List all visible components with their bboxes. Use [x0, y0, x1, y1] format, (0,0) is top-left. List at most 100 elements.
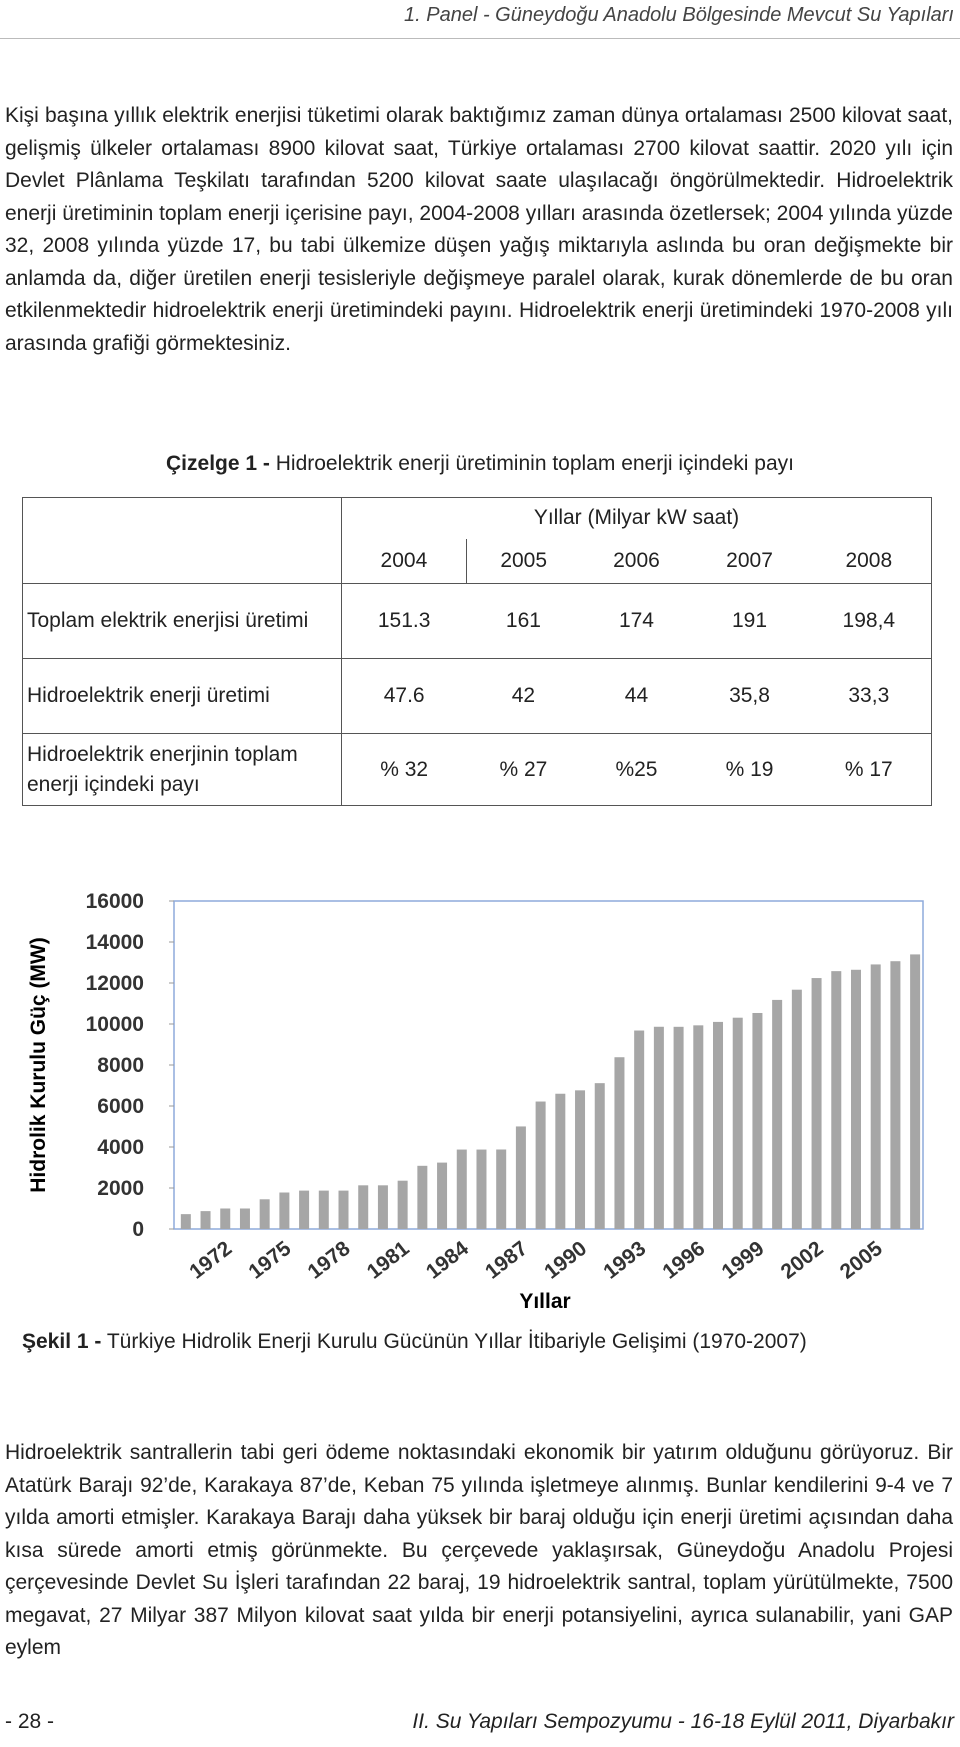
column-header: 2004	[341, 538, 467, 584]
bar	[870, 964, 881, 1229]
y-tick-label: 4000	[97, 1136, 144, 1159]
bar	[377, 1185, 388, 1229]
column-header: 2008	[806, 538, 932, 584]
caption-text: Hidroelektrik enerji üretiminin toplam e…	[275, 452, 794, 475]
table-cell: 151.3	[341, 583, 467, 659]
table-cell: %25	[580, 733, 693, 806]
x-tick-label: 2002	[777, 1237, 828, 1284]
table-cell: 42	[466, 658, 581, 734]
table-cell: % 19	[692, 733, 807, 806]
table-cell: 33,3	[806, 658, 932, 734]
bar	[437, 1162, 448, 1229]
bar	[752, 1012, 763, 1229]
x-tick-label: 1984	[422, 1237, 473, 1284]
table-caption: Çizelge 1 - Hidroelektrik enerji üretimi…	[0, 452, 960, 476]
bar	[338, 1190, 349, 1229]
x-tick-label: 1987	[481, 1237, 532, 1284]
bar	[910, 954, 921, 1229]
bar	[614, 1057, 625, 1229]
data-table: Yıllar (Milyar kW saat) 2004 2005 2006 2…	[22, 497, 932, 806]
bar	[456, 1149, 467, 1229]
bar	[417, 1165, 428, 1229]
bar	[259, 1199, 270, 1229]
table-cell: % 17	[806, 733, 932, 806]
bar	[220, 1208, 231, 1229]
table-cell: 35,8	[692, 658, 807, 734]
chart: Hidrolik Kurulu Güç (MW) Yıllar 0 2000 400…	[27, 890, 924, 1313]
bar	[180, 1214, 191, 1229]
plot-frame	[173, 900, 924, 1230]
bar	[634, 1030, 645, 1229]
bar	[515, 1126, 526, 1229]
bar	[594, 1083, 605, 1229]
row-label: Hidroelektrik enerjinin toplam enerji iç…	[22, 733, 342, 806]
x-axis-title: Yıllar	[519, 1290, 570, 1313]
x-tick-label: 1981	[363, 1237, 414, 1284]
bar	[496, 1149, 507, 1229]
y-tick-label: 12000	[86, 972, 144, 995]
running-footer: II. Su Yapıları Sempozyumu - 16-18 Eylül…	[412, 1710, 954, 1733]
caption-text: Türkiye Hidrolik Enerji Kurulu Gücünün Y…	[106, 1330, 807, 1353]
y-tick-label: 6000	[97, 1095, 144, 1118]
bar	[476, 1149, 487, 1229]
bar	[653, 1026, 664, 1229]
bar	[713, 1021, 724, 1229]
bar	[811, 978, 822, 1229]
y-tick-label: 10000	[86, 1013, 144, 1036]
column-header: 2006	[613, 548, 660, 572]
table-cell: 198,4	[806, 583, 932, 659]
bar	[693, 1025, 704, 1229]
paragraph: Hidroelektrik santrallerin tabi geri öde…	[5, 1441, 953, 1659]
bar	[850, 969, 861, 1229]
bar	[318, 1190, 329, 1229]
y-tick-label: 0	[132, 1218, 144, 1241]
bar	[358, 1185, 369, 1229]
bar	[299, 1190, 310, 1229]
figure-caption: Şekil 1 - Türkiye Hidrolik Enerji Kurulu…	[22, 1330, 807, 1354]
x-tick-label: 1996	[658, 1237, 709, 1284]
x-tick-label: 2005	[836, 1237, 887, 1284]
row-label: Hidroelektrik enerji üretimi	[22, 658, 342, 734]
table-cell: 191	[692, 583, 807, 659]
running-header: 1. Panel - Güneydoğu Anadolu Bölgesinde …	[404, 4, 954, 26]
bar	[732, 1017, 743, 1229]
bar	[772, 999, 783, 1229]
bar	[791, 989, 802, 1229]
x-tick-label: 1978	[304, 1237, 355, 1284]
x-tick-label: 1999	[718, 1237, 769, 1284]
bar	[535, 1101, 546, 1229]
y-tick-label: 8000	[97, 1054, 144, 1077]
caption-label: Şekil 1 -	[22, 1330, 102, 1353]
row-label: Toplam elektrik enerjisi üretimi	[22, 583, 342, 659]
x-tick-label: 1990	[540, 1237, 591, 1284]
y-axis-title: Hidrolik Kurulu Güç (MW)	[27, 937, 50, 1192]
header-rule	[0, 38, 960, 39]
table-cell: 44	[580, 658, 693, 734]
column-header: 2007	[726, 548, 773, 572]
x-tick-label: 1993	[599, 1237, 650, 1284]
y-tick-label: 16000	[86, 890, 144, 913]
bar	[890, 961, 901, 1229]
table-cell: 174	[580, 583, 693, 659]
table-cell: % 27	[466, 733, 581, 806]
x-tick-label: 1975	[244, 1237, 295, 1284]
bar	[200, 1211, 211, 1229]
page-number: - 28 -	[5, 1710, 55, 1733]
bar	[239, 1208, 250, 1229]
bar	[279, 1192, 290, 1229]
table-header: Yıllar (Milyar kW saat)	[341, 497, 932, 539]
caption-label: Çizelge 1 -	[166, 452, 270, 475]
bar	[575, 1090, 586, 1229]
table-cell: 47.6	[341, 658, 467, 734]
x-tick-label: 1972	[185, 1237, 236, 1284]
y-tick-label: 2000	[97, 1177, 144, 1200]
table-cell: % 32	[341, 733, 467, 806]
paragraph: Kişi başına yıllık elektrik enerjisi tük…	[5, 104, 953, 355]
table-cell: 161	[466, 583, 581, 659]
y-tick-label: 14000	[86, 931, 144, 954]
bar	[555, 1093, 566, 1229]
column-header: 2005	[500, 548, 548, 572]
bar	[397, 1180, 408, 1229]
table-corner	[22, 497, 342, 584]
